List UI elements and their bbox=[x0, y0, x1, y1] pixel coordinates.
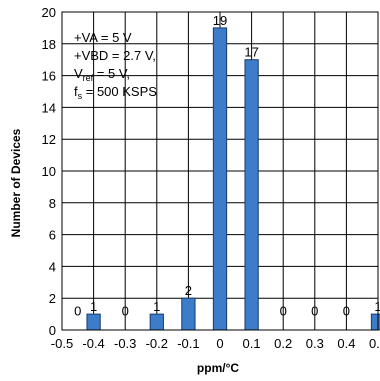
x-tick-label: -0.2 bbox=[146, 336, 168, 351]
x-tick-label: 0.1 bbox=[243, 336, 261, 351]
y-tick-label: 8 bbox=[49, 196, 56, 211]
test-conditions-annotation: +VA = 5 V +VBD = 2.7 V, Vref = 5 V, fs =… bbox=[74, 30, 157, 101]
x-tick-label: 0.5 bbox=[369, 336, 380, 351]
bar bbox=[244, 59, 259, 331]
annotation-line-3-sub: ref bbox=[83, 73, 94, 83]
annotation-line-2: +VBD = 2.7 V, bbox=[74, 48, 156, 63]
x-tick-label: -0.1 bbox=[177, 336, 199, 351]
bar bbox=[86, 313, 101, 331]
bar-value-label: 17 bbox=[244, 45, 258, 60]
bar-value-label: 2 bbox=[185, 283, 192, 298]
bar-value-label: 0 bbox=[74, 304, 81, 319]
bar bbox=[212, 27, 228, 331]
y-tick-label: 16 bbox=[42, 69, 56, 84]
y-tick-label: 2 bbox=[49, 291, 56, 306]
x-tick-label: 0.2 bbox=[274, 336, 292, 351]
x-tick-labels: -0.5 -0.4 -0.3 -0.2 -0.1 0 0.1 0.2 0.3 0.4 0.5 bbox=[51, 336, 380, 351]
bar-value-label: 0 bbox=[311, 304, 318, 319]
bar-value-label: 1 bbox=[90, 299, 97, 314]
x-tick-label: 0.4 bbox=[337, 336, 355, 351]
bar-value-label: 1 bbox=[374, 299, 380, 314]
annotation-line-3-rest: = 5 V, bbox=[93, 66, 130, 81]
bar-value-label: 0 bbox=[280, 304, 287, 319]
bar-value-label: 0 bbox=[122, 304, 129, 319]
bar-value-label: 0 bbox=[343, 304, 350, 319]
annotation-line-4-rest: = 500 KSPS bbox=[82, 84, 157, 99]
annotation-line-4-main: f bbox=[74, 84, 78, 99]
bars bbox=[86, 27, 380, 331]
y-tick-label: 10 bbox=[42, 164, 56, 179]
y-tick-labels: 0 2 4 6 8 10 12 14 16 18 20 bbox=[42, 5, 56, 338]
x-axis-title: ppm/°C bbox=[197, 361, 239, 375]
bar bbox=[181, 297, 196, 331]
x-tick-label: -0.3 bbox=[114, 336, 136, 351]
annotation-line-1: +VA = 5 V bbox=[74, 30, 132, 45]
y-tick-label: 0 bbox=[49, 323, 56, 338]
annotation-line-4: fs = 500 KSPS bbox=[74, 84, 157, 101]
annotation-line-3-main: V bbox=[74, 66, 83, 81]
y-tick-label: 4 bbox=[49, 259, 56, 274]
annotation-line-3: Vref = 5 V, bbox=[74, 66, 130, 83]
y-tick-label: 14 bbox=[42, 100, 56, 115]
x-tick-label: 0.3 bbox=[306, 336, 324, 351]
bar bbox=[149, 313, 164, 331]
bar bbox=[370, 313, 380, 331]
x-tick-label: 0 bbox=[216, 336, 223, 351]
plot-frame bbox=[61, 11, 379, 331]
x-tick-label: -0.4 bbox=[82, 336, 104, 351]
y-tick-label: 18 bbox=[42, 37, 56, 52]
annotation-line-4-sub: s bbox=[78, 91, 83, 101]
y-axis-title: Number of Devices bbox=[9, 128, 23, 237]
x-tick-label: -0.5 bbox=[51, 336, 73, 351]
y-tick-label: 12 bbox=[42, 132, 56, 147]
bar-value-label: 1 bbox=[153, 299, 160, 314]
y-tick-label: 20 bbox=[42, 5, 56, 20]
bar-value-label: 19 bbox=[213, 13, 227, 28]
y-tick-label: 6 bbox=[49, 228, 56, 243]
